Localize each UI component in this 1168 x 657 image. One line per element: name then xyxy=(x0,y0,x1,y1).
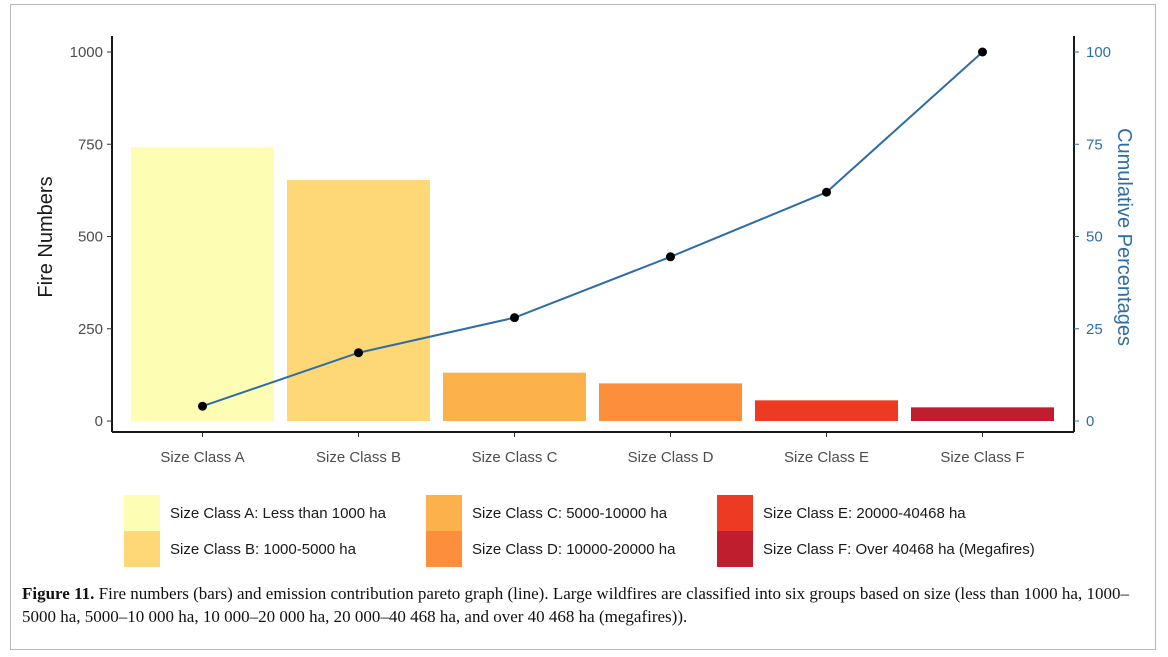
x-tick-label: Size Class F xyxy=(940,449,1024,466)
legend-item: Size Class B: 1000-5000 ha xyxy=(124,531,356,567)
bar-5 xyxy=(755,400,898,421)
legend-label: Size Class A: Less than 1000 ha xyxy=(170,504,386,522)
bars-group xyxy=(131,147,1054,421)
y-tick-label: 750 xyxy=(78,136,103,153)
cumulative-point xyxy=(198,401,207,411)
y-right-tick-label: 25 xyxy=(1086,321,1103,338)
x-tick-label: Size Class D xyxy=(628,449,714,466)
cumulative-point xyxy=(510,313,519,323)
line-group xyxy=(198,47,987,411)
legend-swatch xyxy=(426,531,462,567)
x-tick-label: Size Class E xyxy=(784,449,869,466)
x-tick-label: Size Class A xyxy=(160,449,244,466)
legend-item: Size Class F: Over 40468 ha (Megafires) xyxy=(717,531,1035,567)
caption-text: Fire numbers (bars) and emission contrib… xyxy=(22,584,1129,626)
legend-label: Size Class D: 10000-20000 ha xyxy=(472,540,676,558)
caption-label: Figure 11. xyxy=(22,584,95,603)
legend-item: Size Class D: 10000-20000 ha xyxy=(426,531,675,567)
y-right-tick-label: 75 xyxy=(1086,136,1103,153)
cumulative-point xyxy=(354,348,363,358)
cumulative-point xyxy=(822,187,831,197)
x-tick-label: Size Class C xyxy=(472,449,558,466)
y-tick-label: 1000 xyxy=(70,44,103,61)
bar-6 xyxy=(911,407,1054,421)
y-right-tick-label: 100 xyxy=(1086,44,1111,61)
legend-item: Size Class C: 5000-10000 ha xyxy=(426,495,667,531)
y-axis-label: Fire Numbers xyxy=(35,176,57,297)
legend-label: Size Class B: 1000-5000 ha xyxy=(170,540,356,558)
bar-4 xyxy=(599,383,742,421)
y-tick-label: 0 xyxy=(95,413,103,430)
legend-swatch xyxy=(717,531,753,567)
axes-group: Size Class A Size Class B Size Class C Size… xyxy=(70,36,1111,466)
cumulative-point xyxy=(978,47,987,57)
legend-item: Size Class E: 20000-40468 ha xyxy=(717,495,966,531)
legend-label: Size Class E: 20000-40468 ha xyxy=(763,504,966,522)
legend-swatch xyxy=(426,495,462,531)
figure-frame xyxy=(10,4,1156,650)
x-tick-label: Size Class B xyxy=(316,449,401,466)
bar-2 xyxy=(287,180,430,421)
legend-item: Size Class A: Less than 1000 ha xyxy=(124,495,386,531)
cumulative-line xyxy=(202,51,984,408)
bar-1 xyxy=(131,147,274,421)
legend-swatch xyxy=(124,531,160,567)
y-right-tick-label: 0 xyxy=(1086,413,1094,430)
bar-3 xyxy=(443,372,586,421)
legend-swatch xyxy=(124,495,160,531)
y-tick-label: 500 xyxy=(78,229,103,246)
cumulative-point xyxy=(666,252,675,262)
pareto-chart: Size Class A Size Class B Size Class C Size… xyxy=(35,36,1135,466)
legend-label: Size Class C: 5000-10000 ha xyxy=(472,504,668,522)
legend-label: Size Class F: Over 40468 ha (Megafires) xyxy=(763,540,1035,558)
legend-swatch xyxy=(717,495,753,531)
legend: Size Class A: Less than 1000 ha Size Clas… xyxy=(124,495,1064,567)
figure-caption: Figure 11. Fire numbers (bars) and emiss… xyxy=(22,582,1142,628)
y-axis-right-label: Cumulative Percentages xyxy=(1113,128,1135,346)
y-right-tick-label: 50 xyxy=(1086,229,1103,246)
y-tick-label: 250 xyxy=(78,321,103,338)
